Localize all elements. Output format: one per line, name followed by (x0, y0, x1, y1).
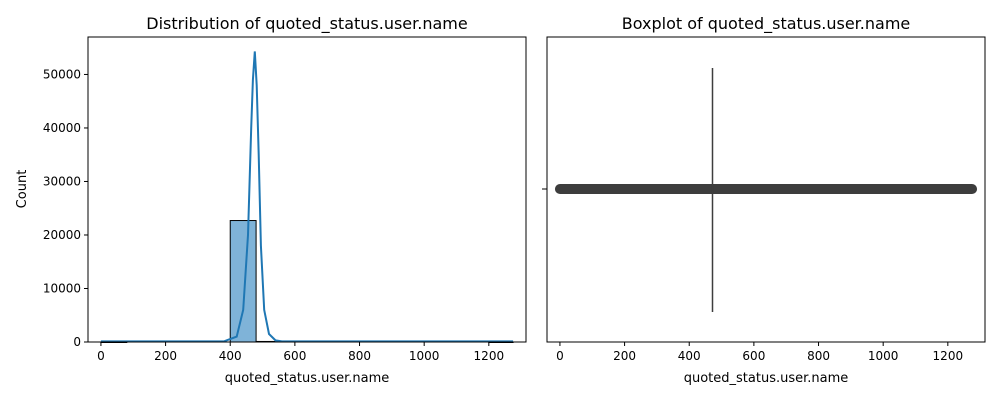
boxplot-x-tick-label: 400 (678, 349, 701, 363)
histogram-x-tick-label: 600 (283, 349, 306, 363)
histogram-x-ticks: 0 200 400 600 800 1000 1200 (97, 342, 504, 363)
boxplot-x-tick-label: 800 (807, 349, 830, 363)
histogram-y-tick-label: 10000 (43, 281, 81, 295)
boxplot-panel: Boxplot of quoted_status.user.name 0 200 4… (542, 14, 986, 386)
histogram-frame (87, 36, 527, 343)
histogram-x-tick-label: 0 (97, 349, 105, 363)
boxplot-x-tick-label: 1000 (868, 349, 899, 363)
histogram-y-tick-label: 50000 (43, 67, 81, 81)
histogram-y-tick-label: 40000 (43, 121, 81, 135)
histogram-y-tick-label: 0 (73, 335, 81, 349)
histogram-x-tick-label: 400 (219, 349, 242, 363)
histogram-x-tick-label: 1200 (474, 349, 505, 363)
histogram-bar-1 (229, 220, 257, 343)
histogram-y-label: Count (15, 170, 30, 209)
boxplot-x-ticks: 0 200 400 600 800 1000 1200 (556, 342, 963, 363)
histogram-x-tick-label: 200 (154, 349, 177, 363)
histogram-x-tick-label: 800 (348, 349, 371, 363)
histogram-panel: Distribution of quoted_status.user.name … (15, 14, 527, 386)
boxplot-x-tick-label: 200 (613, 349, 636, 363)
boxplot-x-label: quoted_status.user.name (684, 371, 849, 386)
boxplot-x-tick-label: 600 (742, 349, 765, 363)
kde-curve (100, 51, 514, 343)
histogram-bars (100, 220, 514, 343)
boxplot-title: Boxplot of quoted_status.user.name (622, 14, 911, 34)
histogram-y-tick-label: 30000 (43, 174, 81, 188)
histogram-y-ticks: 0 10000 20000 30000 40000 50000 (43, 67, 88, 349)
boxplot-x-tick-label: 1200 (933, 349, 964, 363)
histogram-x-tick-label: 1000 (409, 349, 440, 363)
boxplot-x-tick-label: 0 (556, 349, 564, 363)
histogram-title: Distribution of quoted_status.user.name (146, 14, 467, 34)
histogram-y-tick-label: 20000 (43, 228, 81, 242)
boxplot-marks (554, 68, 978, 312)
histogram-x-label: quoted_status.user.name (225, 371, 390, 386)
